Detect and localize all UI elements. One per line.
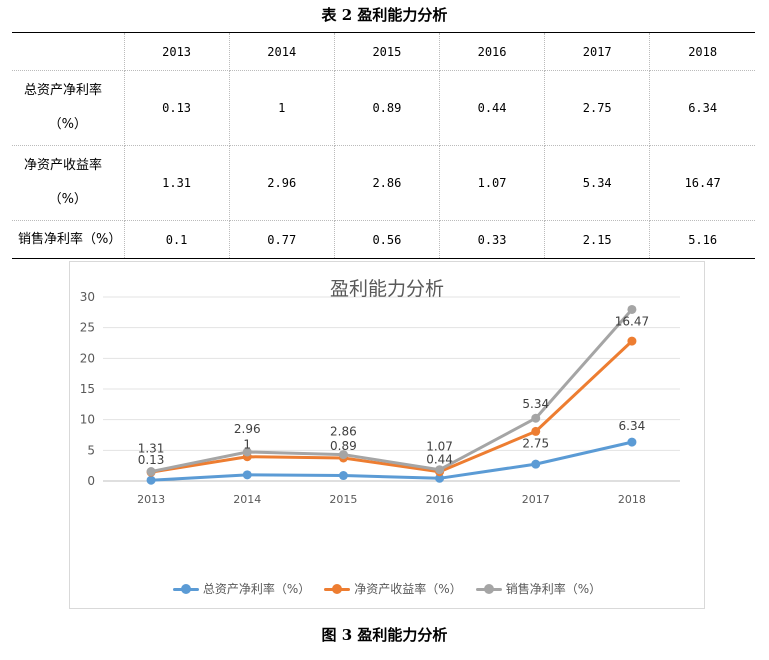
row-header-net-margin: 销售净利率（%） [12,220,125,259]
table-cell: 1.31 [124,145,230,221]
year-header: 2016 [439,32,546,71]
legend-item: 净资产收益率（%） [324,580,462,597]
table-cell: 2.96 [229,145,335,221]
data-point [531,459,541,469]
data-point [435,473,445,483]
series-line [149,339,634,474]
row-header-line: 净资产收益率 [24,158,103,173]
data-label: 1.07 [426,440,453,454]
data-label: 5.34 [522,397,549,411]
year-header: 2017 [544,32,651,71]
chart-legend: 总资产净利率（%） 净资产收益率（%） 销售净利率（%） [70,580,704,597]
x-tick-label: 2014 [233,493,261,506]
data-label: 0.44 [426,453,453,467]
chart-plot: 0 5 10 15 20 25 30 2013 2014 2015 2016 2017 2018 0.13… [80,290,680,506]
data-point [242,447,252,457]
y-tick-label: 25 [80,321,95,335]
table-cell: 2.15 [544,220,651,259]
data-point [627,437,637,447]
x-tick-label: 2018 [618,493,646,506]
data-label: 0.13 [138,453,165,467]
data-point [435,465,445,475]
data-point [242,470,252,480]
data-point [338,450,348,460]
row-header-roe: 净资产收益率 （%） [12,145,125,221]
table-row: 总资产净利率 （%） 0.13 1 0.89 0.44 2.75 6.34 [12,70,755,146]
data-point [627,336,637,346]
y-tick-label: 10 [80,413,95,427]
x-tick-label: 2016 [426,493,454,506]
row-header-unit: （%） [48,192,87,207]
y-tick-label: 0 [87,474,95,488]
legend-label: 销售净利率（%） [505,582,602,596]
data-point [338,471,348,481]
year-header: 2015 [334,32,440,71]
series-line [149,440,634,482]
table-caption: 表 2 盈利能力分析 [321,6,448,24]
table-cell: 2.86 [334,145,440,221]
data-label: 16.47 [615,314,649,328]
data-label: 2.96 [234,422,261,436]
y-tick-label: 15 [80,382,95,396]
table-cell: 0.89 [334,70,440,146]
year-header: 2018 [649,32,755,71]
table-corner-cell [12,32,125,71]
table-cell: 1.07 [439,145,546,221]
legend-label: 总资产净利率（%） [202,582,311,596]
data-point [531,426,541,436]
table-cell: 1 [229,70,335,146]
x-tick-label: 2017 [522,493,550,506]
data-label: 1 [243,438,251,452]
row-header-unit: （%） [48,117,87,132]
data-point [627,304,637,314]
y-tick-label: 5 [87,443,95,457]
legend-swatch-icon [475,583,502,594]
row-header-roa: 总资产净利率 （%） [12,70,125,146]
data-point [146,467,156,477]
series-line [149,307,634,474]
year-header: 2014 [229,32,335,71]
row-header-line: 总资产净利率 [24,83,103,98]
table-cell: 5.16 [649,220,755,259]
year-header: 2013 [124,32,230,71]
x-tick-label: 2015 [329,493,357,506]
legend-swatch-icon [172,583,199,594]
table-cell: 5.34 [544,145,651,221]
x-tick-label: 2013 [137,493,165,506]
data-point [146,475,156,485]
data-label: 6.34 [619,419,646,433]
legend-item: 销售净利率（%） [475,580,602,597]
data-label: 1.31 [138,442,165,456]
table-cell: 0.56 [334,220,440,259]
data-point [531,413,541,423]
data-label: 2.86 [330,425,357,439]
y-tick-label: 20 [80,351,95,365]
data-label: 0.89 [330,439,357,453]
table-row: 净资产收益率 （%） 1.31 2.96 2.86 1.07 5.34 16.4… [12,145,755,221]
table-row: 销售净利率（%） 0.1 0.77 0.56 0.33 2.15 5.16 [12,220,755,259]
legend-label: 净资产收益率（%） [354,582,462,596]
y-tick-label: 30 [80,290,95,304]
legend-swatch-icon [324,583,351,594]
legend-item: 总资产净利率（%） [172,580,311,597]
data-label: 2.75 [522,436,549,450]
table-cell: 0.13 [124,70,230,146]
table-header-row: 2013 2014 2015 2016 2017 2018 [12,32,755,71]
table-cell: 0.1 [124,220,230,259]
line-chart: 0 5 10 15 20 25 30 2013 2014 2015 2016 2017 2018 0.13… [69,261,705,609]
figure-caption: 图 3 盈利能力分析 [321,626,448,644]
table-cell: 0.33 [439,220,546,259]
table-cell: 16.47 [649,145,755,221]
chart-title: 盈利能力分析 [329,278,444,300]
profitability-table: 2013 2014 2015 2016 2017 2018 总资产净利率 （%）… [12,32,755,259]
table-cell: 0.44 [439,70,546,146]
table-cell: 0.77 [229,220,335,259]
table-cell: 2.75 [544,70,651,146]
table-cell: 6.34 [649,70,755,146]
